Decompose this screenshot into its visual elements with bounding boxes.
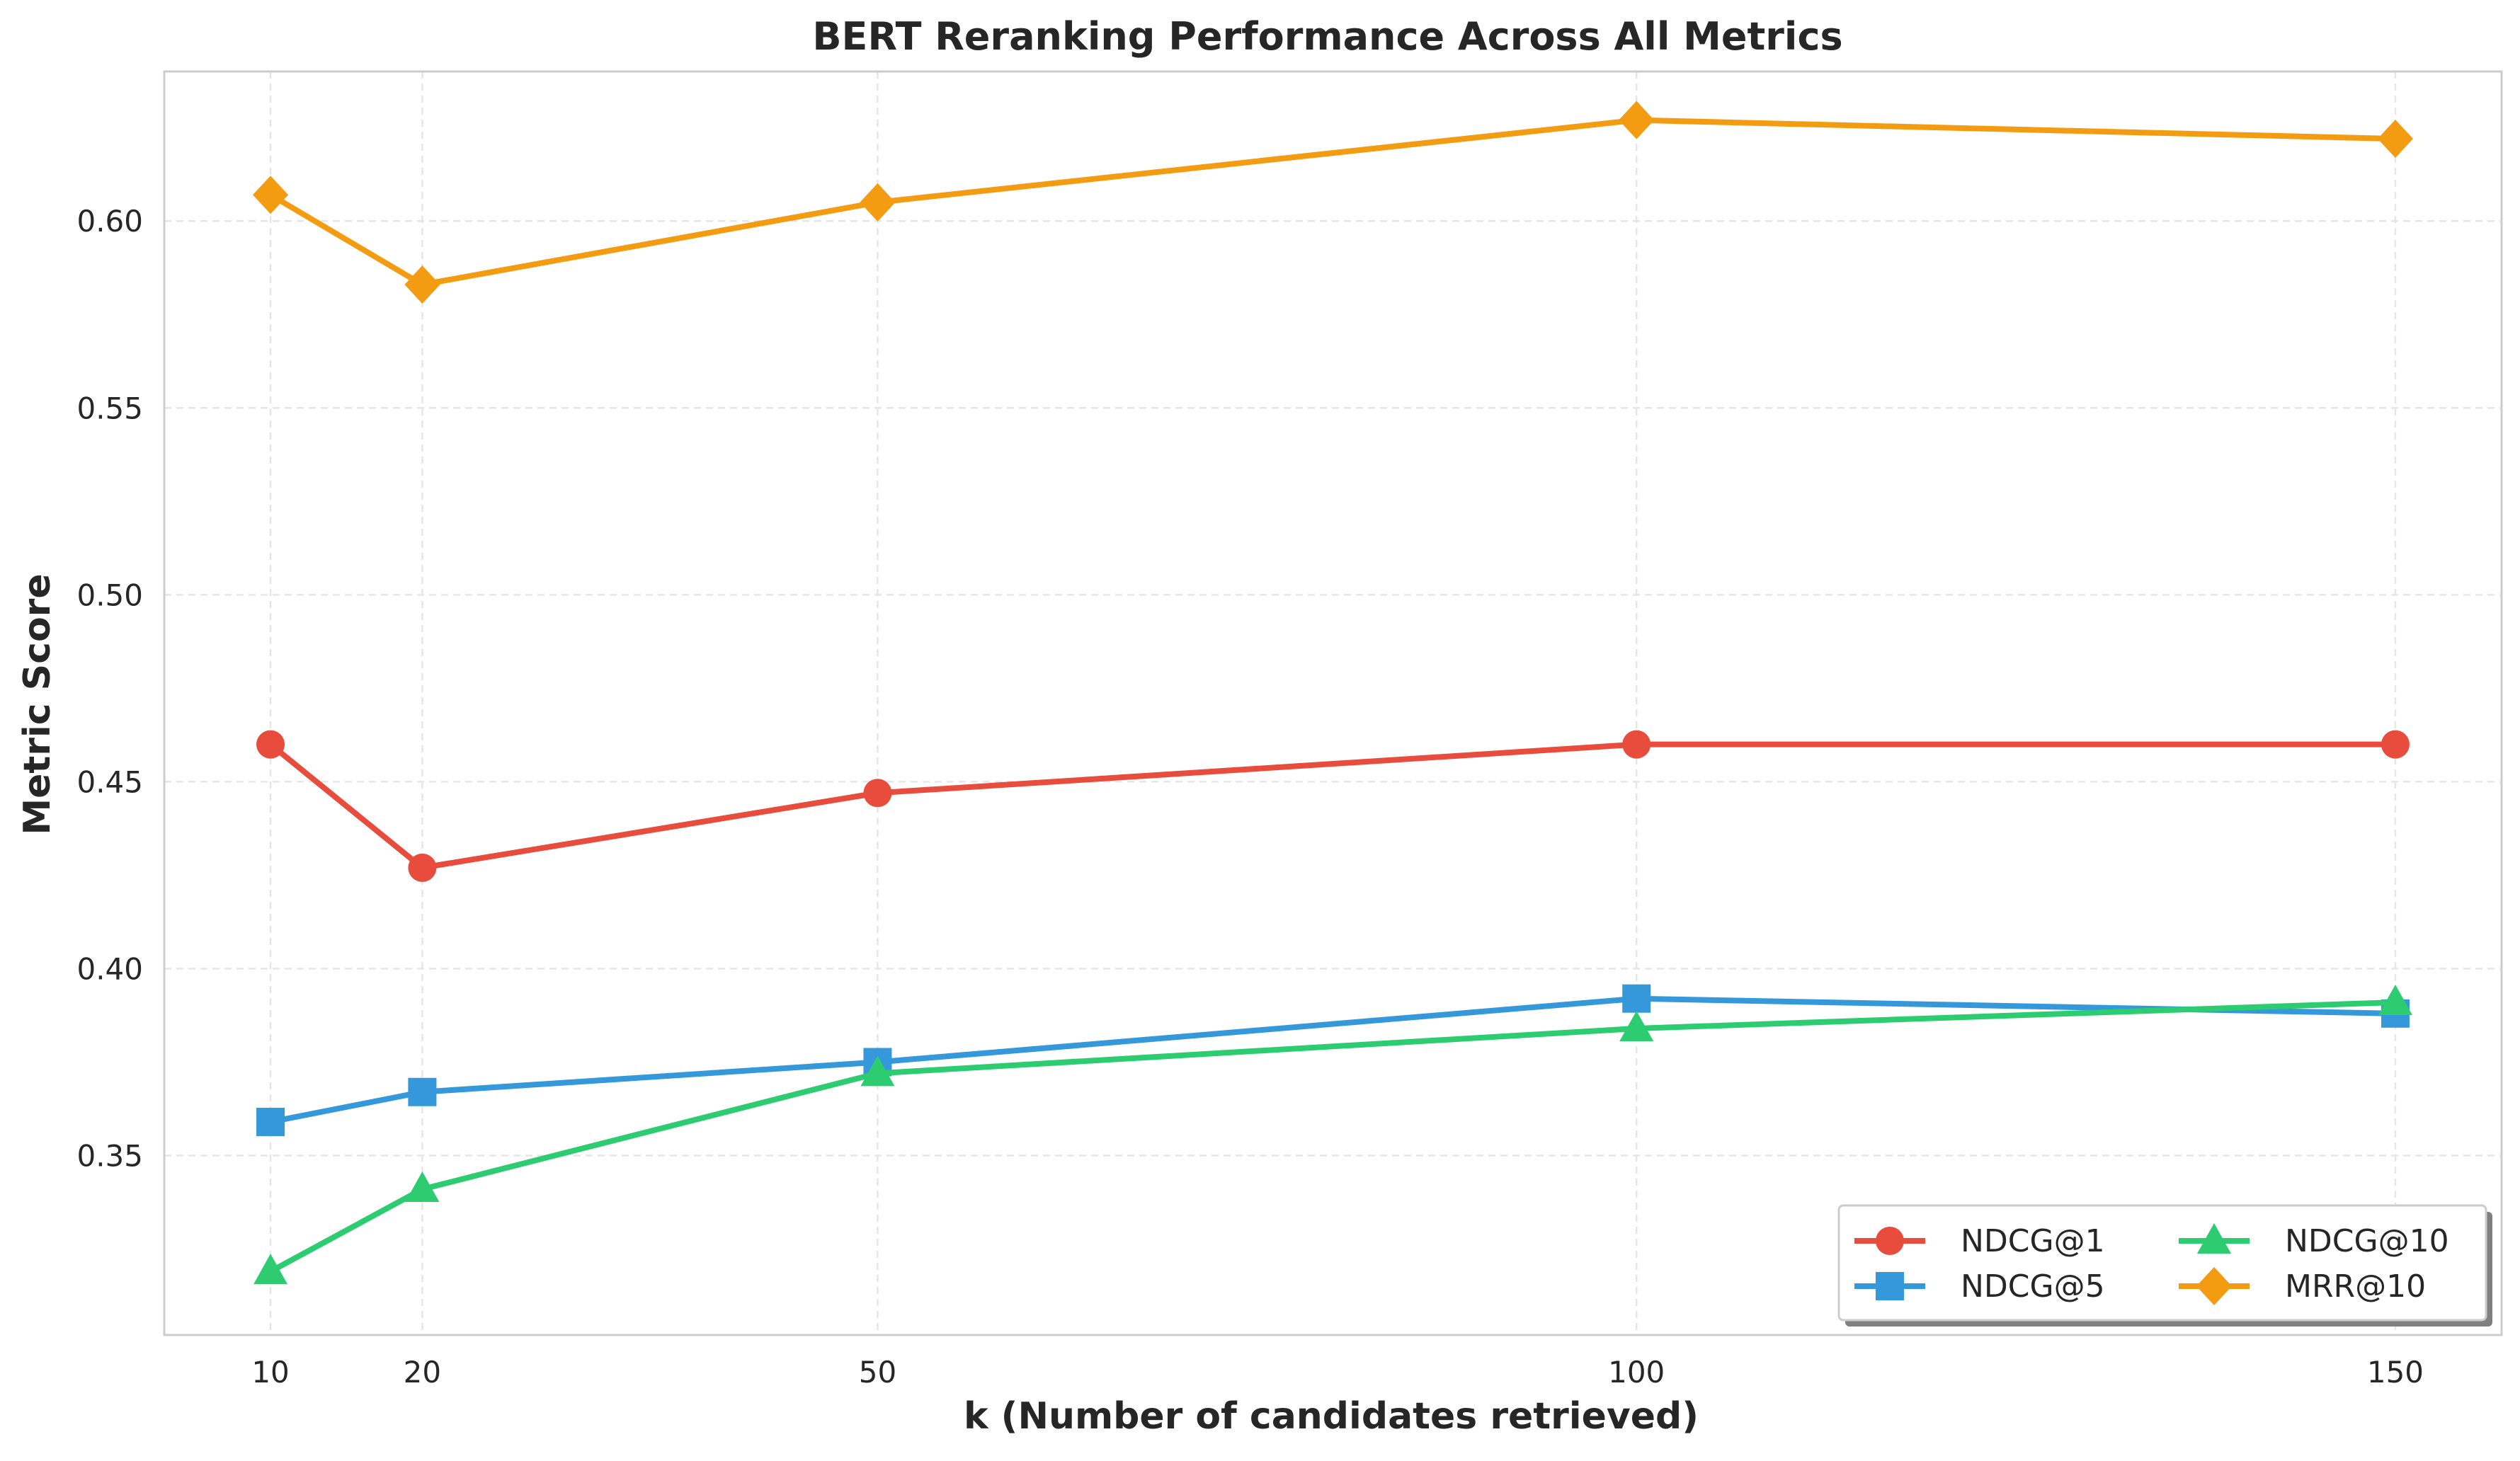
y-tick-label: 0.55 (76, 391, 143, 425)
data-point-ndcg-10 (1619, 1010, 1654, 1041)
x-axis-ticks: 10 20 50 100 150 (251, 1355, 2424, 1390)
x-tick-label: 10 (251, 1355, 289, 1390)
data-point-ndcg-1 (256, 730, 285, 759)
data-point-ndcg-10 (2378, 984, 2412, 1015)
y-axis-ticks: 0.35 0.40 0.45 0.50 0.55 0.60 (76, 204, 143, 1173)
series-layer (253, 101, 2413, 1285)
series-mrr-10 (253, 101, 2413, 304)
legend: NDCG@1 NDCG@5 NDCG@10 MRR@10 (1837, 1204, 2492, 1327)
data-point-mrr-10 (1619, 101, 1655, 139)
legend-marker (2196, 1267, 2232, 1305)
y-tick-label: 0.40 (76, 951, 143, 986)
legend-label: MRR@10 (2285, 1268, 2426, 1305)
x-tick-label: 150 (2367, 1355, 2424, 1390)
data-point-ndcg-1 (2381, 730, 2410, 759)
data-point-ndcg-1 (408, 853, 437, 882)
legend-item-ndcg-1: NDCG@1 (1854, 1223, 2105, 1259)
series-ndcg-1 (256, 730, 2410, 882)
data-point-ndcg-10 (860, 1055, 895, 1087)
series-ndcg-10 (253, 984, 2412, 1285)
data-point-ndcg-5 (408, 1077, 437, 1106)
legend-marker (1876, 1227, 1904, 1255)
data-point-ndcg-10 (253, 1254, 288, 1285)
legend-label: NDCG@10 (2285, 1223, 2449, 1259)
data-point-ndcg-5 (1622, 984, 1651, 1013)
data-point-ndcg-10 (405, 1171, 440, 1203)
legend-marker (1876, 1272, 1904, 1300)
grid (164, 71, 2502, 1335)
legend-label: NDCG@1 (1961, 1223, 2105, 1259)
data-point-mrr-10 (253, 176, 289, 214)
plot-frame (163, 70, 2503, 1336)
y-tick-label: 0.50 (76, 578, 143, 612)
chart-title: BERT Reranking Performance Across All Me… (812, 14, 1842, 59)
data-point-mrr-10 (404, 265, 440, 304)
y-axis-label: Metric Score (16, 573, 59, 835)
x-tick-label: 100 (1608, 1355, 1665, 1390)
data-point-ndcg-5 (256, 1107, 285, 1136)
legend-item-ndcg-10: NDCG@10 (2179, 1223, 2449, 1259)
legend-item-ndcg-5: NDCG@5 (1854, 1268, 2105, 1305)
x-axis-label: k (Number of candidates retrieved) (964, 1395, 1699, 1438)
legend-label: NDCG@5 (1961, 1268, 2105, 1305)
data-point-ndcg-1 (1622, 730, 1651, 759)
data-point-mrr-10 (860, 183, 896, 222)
legend-box (1837, 1204, 2487, 1322)
y-tick-label: 0.45 (76, 764, 143, 799)
data-point-ndcg-1 (863, 779, 892, 808)
x-tick-label: 50 (859, 1355, 896, 1390)
legend-marker (2197, 1223, 2231, 1254)
data-point-mrr-10 (2377, 120, 2413, 159)
legend-item-mrr-10: MRR@10 (2179, 1267, 2426, 1305)
y-tick-label: 0.35 (76, 1139, 143, 1174)
y-tick-label: 0.60 (76, 204, 143, 239)
x-tick-label: 20 (404, 1355, 441, 1390)
